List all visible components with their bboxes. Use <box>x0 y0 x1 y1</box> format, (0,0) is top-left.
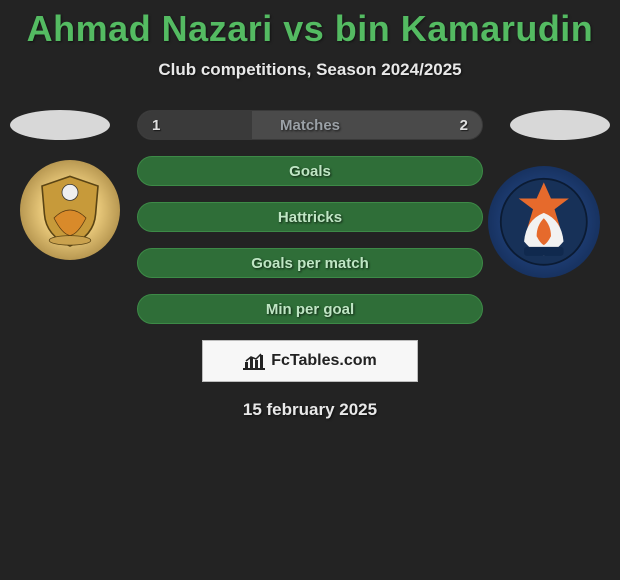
stat-bar-label: Matches <box>138 111 482 139</box>
brand-label: FcTables.com <box>271 352 377 370</box>
stat-bar-label: Goals per match <box>138 249 482 277</box>
stat-bar-value-right: 2 <box>460 111 468 139</box>
comparison-panel: Matches1 2 Goals Hattricks Goals per match Mi… <box>0 110 620 420</box>
stat-bar-label: Goals <box>138 157 482 185</box>
bar-chart-icon <box>243 352 265 370</box>
stat-bar-hattricks: Hattricks <box>137 202 483 232</box>
player-avatar-left <box>10 110 110 140</box>
shield-icon <box>30 170 110 250</box>
stat-bar-label: Hattricks <box>138 203 482 231</box>
club-badge-left <box>20 160 120 260</box>
stat-bar-gpm: Goals per match <box>137 248 483 278</box>
brand-link[interactable]: FcTables.com <box>202 340 418 382</box>
crest-icon <box>499 177 589 267</box>
player-avatar-right <box>510 110 610 140</box>
stat-bar-goals: Goals <box>137 156 483 186</box>
stat-bar-matches: Matches1 2 <box>137 110 483 140</box>
stat-bar-mpg: Min per goal <box>137 294 483 324</box>
page-title: Ahmad Nazari vs bin Kamarudin <box>0 0 620 50</box>
date-label: 15 february 2025 <box>0 400 620 420</box>
subtitle: Club competitions, Season 2024/2025 <box>0 60 620 80</box>
club-badge-right <box>488 166 600 278</box>
stat-bars: Matches1 2 Goals Hattricks Goals per match Mi… <box>137 110 483 324</box>
stat-bar-label: Min per goal <box>138 295 482 323</box>
stat-bar-value-left: 1 <box>152 111 160 139</box>
